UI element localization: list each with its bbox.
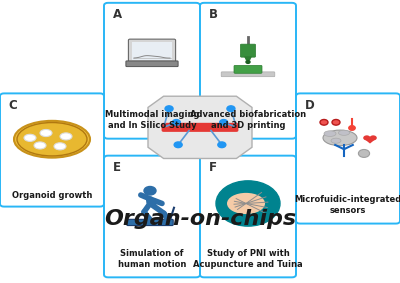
Ellipse shape xyxy=(338,130,350,135)
Ellipse shape xyxy=(34,142,46,149)
FancyBboxPatch shape xyxy=(200,156,296,277)
Ellipse shape xyxy=(227,193,265,214)
Circle shape xyxy=(349,126,355,130)
FancyBboxPatch shape xyxy=(128,39,176,63)
FancyBboxPatch shape xyxy=(104,3,200,139)
Polygon shape xyxy=(148,96,252,158)
Text: E: E xyxy=(113,161,121,174)
Text: D: D xyxy=(305,99,314,112)
FancyBboxPatch shape xyxy=(127,219,173,226)
FancyBboxPatch shape xyxy=(132,42,172,60)
Ellipse shape xyxy=(324,131,336,136)
Ellipse shape xyxy=(17,123,87,156)
Circle shape xyxy=(216,181,280,226)
Ellipse shape xyxy=(40,129,52,136)
Ellipse shape xyxy=(54,143,66,150)
Circle shape xyxy=(320,119,328,125)
Circle shape xyxy=(227,106,235,112)
Text: B: B xyxy=(209,8,218,22)
Text: Multimodal imaging
and In Silico Study: Multimodal imaging and In Silico Study xyxy=(105,110,199,130)
Ellipse shape xyxy=(60,133,72,140)
FancyBboxPatch shape xyxy=(126,61,178,67)
Circle shape xyxy=(246,61,250,63)
Text: Study of PNI with
Acupuncture and Tuina: Study of PNI with Acupuncture and Tuina xyxy=(193,249,303,269)
Ellipse shape xyxy=(363,135,370,140)
Text: F: F xyxy=(209,161,217,174)
Ellipse shape xyxy=(24,134,36,141)
Ellipse shape xyxy=(370,135,377,140)
Circle shape xyxy=(358,149,370,157)
Polygon shape xyxy=(146,196,158,206)
FancyBboxPatch shape xyxy=(162,123,238,132)
Circle shape xyxy=(165,106,173,112)
Ellipse shape xyxy=(323,130,357,146)
FancyBboxPatch shape xyxy=(221,72,275,77)
Text: A: A xyxy=(113,8,122,22)
Text: Simulation of
human motion: Simulation of human motion xyxy=(118,249,186,269)
Circle shape xyxy=(144,186,156,195)
FancyBboxPatch shape xyxy=(296,93,400,224)
Circle shape xyxy=(174,142,182,148)
Circle shape xyxy=(172,119,180,125)
FancyBboxPatch shape xyxy=(234,65,262,73)
Circle shape xyxy=(220,119,228,125)
Text: Organ-on-chips: Organ-on-chips xyxy=(104,209,296,229)
Ellipse shape xyxy=(331,138,341,143)
Polygon shape xyxy=(244,56,252,61)
Text: Organoid growth: Organoid growth xyxy=(12,191,92,200)
FancyBboxPatch shape xyxy=(200,3,296,139)
FancyBboxPatch shape xyxy=(104,156,200,277)
Ellipse shape xyxy=(14,121,90,158)
Circle shape xyxy=(332,119,340,125)
Text: Microfuidic-integrated
sensors: Microfuidic-integrated sensors xyxy=(294,195,400,215)
FancyBboxPatch shape xyxy=(0,93,104,207)
Text: C: C xyxy=(9,99,18,112)
FancyBboxPatch shape xyxy=(240,44,256,57)
Polygon shape xyxy=(364,138,376,143)
Circle shape xyxy=(218,142,226,148)
Text: Advanced biofabrication
and 3D printing: Advanced biofabrication and 3D printing xyxy=(190,110,306,130)
